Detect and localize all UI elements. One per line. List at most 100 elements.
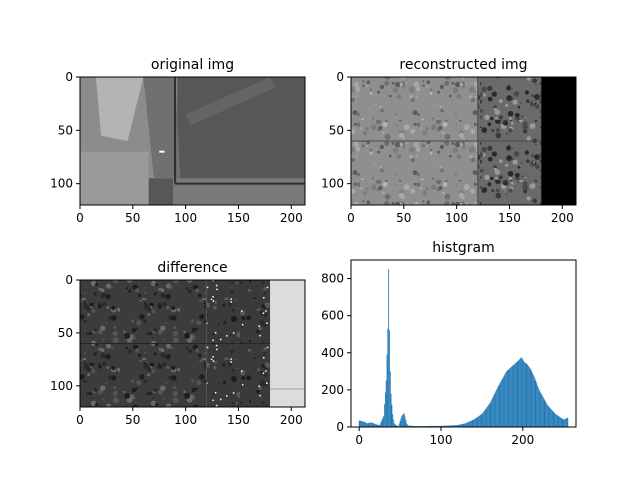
histogram-bar xyxy=(431,425,433,427)
histogram-bar xyxy=(359,420,361,427)
histogram-bar xyxy=(407,425,409,427)
histogram-bar xyxy=(362,421,364,427)
histogram-bar xyxy=(428,425,430,427)
histogram-bar xyxy=(529,368,531,427)
histogram-bar xyxy=(470,421,471,427)
histogram-bar xyxy=(465,422,467,427)
histogram-bar xyxy=(498,384,500,427)
histogram-bar xyxy=(542,397,544,427)
histogram-bar xyxy=(452,425,454,427)
histogram-bar xyxy=(407,424,408,427)
histogram-bar xyxy=(445,425,447,427)
histogram-bar xyxy=(541,394,543,427)
histogram-bar xyxy=(534,378,536,427)
x-tick-label: 150 xyxy=(227,211,250,225)
x-tick-label: 200 xyxy=(551,211,574,225)
histogram-bar xyxy=(483,410,485,427)
histogram-bar xyxy=(475,417,477,427)
histogram-bar xyxy=(440,425,442,427)
histogram-bar xyxy=(405,419,407,427)
histogram-bar xyxy=(379,425,381,427)
panel-title: reconstructed img xyxy=(399,57,527,73)
histogram-bar xyxy=(492,396,494,427)
histogram-bar xyxy=(552,411,554,427)
histogram-bar xyxy=(516,361,518,427)
histogram-bar xyxy=(453,425,455,427)
x-tick-label: 0 xyxy=(76,413,84,427)
histogram-bar xyxy=(391,404,393,427)
histogram-bar xyxy=(524,362,526,427)
axes-frame xyxy=(79,279,306,408)
histogram-bar xyxy=(380,421,382,427)
histogram-bar xyxy=(549,407,551,427)
histogram-bar xyxy=(470,420,472,427)
histogram-bar xyxy=(449,425,451,427)
histogram-bar xyxy=(539,391,541,427)
histogram-bar xyxy=(463,423,465,427)
histogram-bar xyxy=(366,422,367,427)
histogram-bar xyxy=(487,406,489,427)
histogram-bar xyxy=(514,363,516,427)
histogram-bar xyxy=(566,418,568,427)
histogram-bar xyxy=(561,418,563,427)
histogram-bar xyxy=(412,425,414,427)
histogram-bar xyxy=(540,392,542,427)
histogram-bar xyxy=(512,365,514,427)
y-tick-label: 800 xyxy=(321,272,344,286)
histogram-bar xyxy=(515,362,517,427)
histogram-bar xyxy=(390,393,392,427)
histogram-bar xyxy=(437,425,439,427)
histogram-bar xyxy=(411,425,413,427)
y-tick-label: 400 xyxy=(321,346,344,360)
histogram-bar xyxy=(564,418,566,427)
histogram-bar xyxy=(393,423,395,427)
histogram-bar xyxy=(434,425,436,427)
histogram-bar xyxy=(505,372,507,427)
histogram-bar xyxy=(375,424,376,427)
original-image-shadow xyxy=(143,77,181,179)
histogram-bar xyxy=(447,425,449,427)
histogram-bar xyxy=(560,417,562,427)
histogram-bar xyxy=(389,330,390,427)
histogram-bar xyxy=(557,415,559,427)
histogram-bar xyxy=(497,387,498,427)
x-tick-label: 0 xyxy=(355,433,363,447)
histogram-bar xyxy=(546,403,547,427)
histogram-bar xyxy=(361,421,363,427)
histogram-bar xyxy=(483,411,484,427)
histogram-bar xyxy=(559,416,561,427)
histogram-bar xyxy=(560,417,561,427)
x-tick-label: 200 xyxy=(280,211,303,225)
x-tick-label: 200 xyxy=(511,433,534,447)
histogram-bar xyxy=(507,369,509,427)
histogram-bar xyxy=(525,363,527,427)
histogram-bar xyxy=(504,374,506,427)
y-tick-label: 100 xyxy=(50,177,73,191)
histogram-bar xyxy=(380,423,381,427)
histogram-bar xyxy=(448,425,450,427)
histogram-bar xyxy=(482,412,484,427)
histogram-bar xyxy=(501,380,502,427)
histogram-bar xyxy=(443,425,444,427)
histogram-bar xyxy=(497,386,499,427)
histogram-bar xyxy=(358,420,360,427)
histogram-bar xyxy=(474,419,475,427)
histogram-bar xyxy=(515,363,516,427)
histogram-bar xyxy=(395,425,397,427)
original-image-highlight xyxy=(95,77,144,141)
histogram-bar xyxy=(375,424,377,427)
histogram-bar xyxy=(362,421,363,427)
histogram-bar xyxy=(519,358,521,427)
histogram-bar xyxy=(384,404,385,427)
histogram-bar xyxy=(447,425,448,427)
histogram-bar xyxy=(511,366,513,427)
histogram-bar xyxy=(555,414,557,427)
histogram-bar xyxy=(523,360,525,427)
original-image-streak xyxy=(185,77,276,125)
histogram-bar xyxy=(532,373,534,427)
histogram-bar xyxy=(484,409,486,427)
histogram-bar xyxy=(400,418,402,427)
y-tick-label: 0 xyxy=(336,420,344,434)
histogram-bar xyxy=(469,421,471,427)
histogram-bar xyxy=(479,415,481,427)
